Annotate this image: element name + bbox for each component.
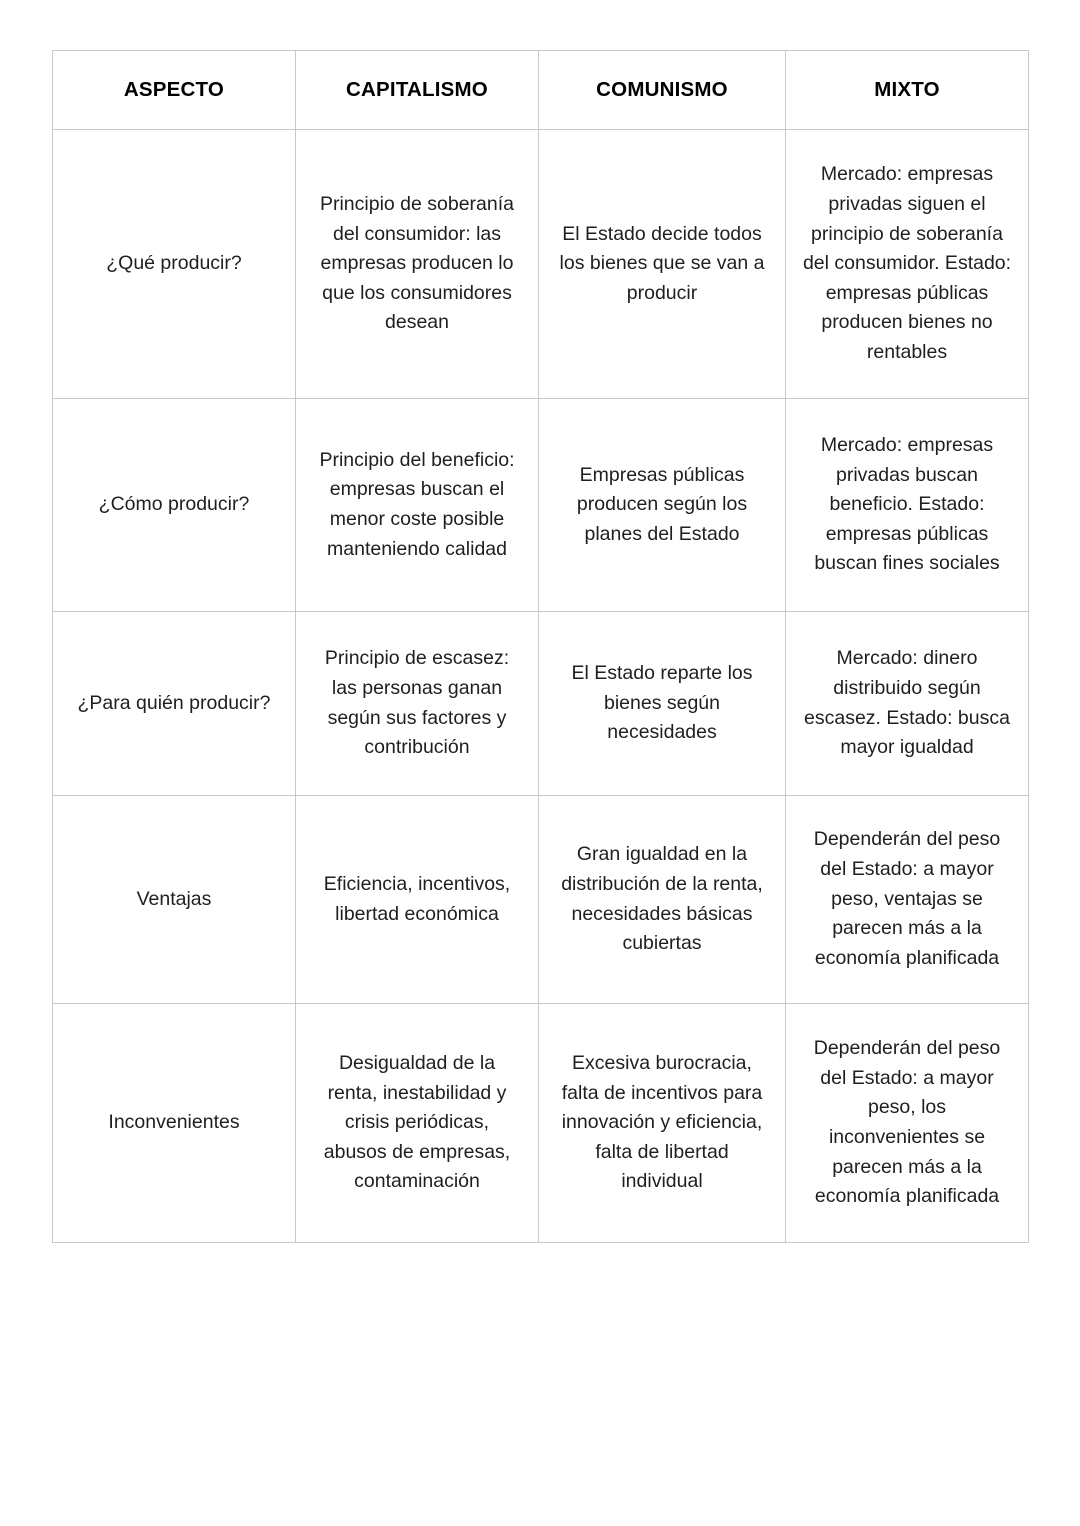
economic-systems-comparison-table: ASPECTO CAPITALISMO COMUNISMO MIXTO ¿Qué… <box>52 50 1029 1243</box>
column-header-comunismo: COMUNISMO <box>538 50 786 130</box>
cell-capitalismo: Principio de escasez: las personas ganan… <box>295 611 539 796</box>
cell-comunismo: El Estado reparte los bienes según neces… <box>538 611 786 796</box>
cell-capitalismo: Principio de soberanía del consumidor: l… <box>295 129 539 399</box>
cell-mixto: Mercado: empresas privadas siguen el pri… <box>785 129 1029 399</box>
table-row: Ventajas Eficiencia, incentivos, liberta… <box>52 795 1029 1004</box>
cell-aspecto: ¿Qué producir? <box>52 129 296 399</box>
table-row: ¿Qué producir? Principio de soberanía de… <box>52 129 1029 399</box>
column-header-mixto: MIXTO <box>785 50 1029 130</box>
cell-aspecto: Inconvenientes <box>52 1003 296 1243</box>
column-header-aspecto: ASPECTO <box>52 50 296 130</box>
table-header: ASPECTO CAPITALISMO COMUNISMO MIXTO <box>52 50 1029 130</box>
cell-capitalismo: Principio del beneficio: empresas buscan… <box>295 398 539 612</box>
cell-mixto: Dependerán del peso del Estado: a mayor … <box>785 1003 1029 1243</box>
table-row: ¿Cómo producir? Principio del beneficio:… <box>52 398 1029 612</box>
cell-aspecto: ¿Para quién producir? <box>52 611 296 796</box>
cell-mixto: Dependerán del peso del Estado: a mayor … <box>785 795 1029 1004</box>
table-row: ¿Para quién producir? Principio de escas… <box>52 611 1029 796</box>
cell-mixto: Mercado: empresas privadas buscan benefi… <box>785 398 1029 612</box>
table-header-row: ASPECTO CAPITALISMO COMUNISMO MIXTO <box>52 50 1029 130</box>
cell-comunismo: Excesiva burocracia, falta de incentivos… <box>538 1003 786 1243</box>
table-row: Inconvenientes Desigualdad de la renta, … <box>52 1003 1029 1243</box>
cell-mixto: Mercado: dinero distribuido según escase… <box>785 611 1029 796</box>
column-header-capitalismo: CAPITALISMO <box>295 50 539 130</box>
cell-capitalismo: Desigualdad de la renta, inestabilidad y… <box>295 1003 539 1243</box>
cell-aspecto: Ventajas <box>52 795 296 1004</box>
cell-aspecto: ¿Cómo producir? <box>52 398 296 612</box>
cell-capitalismo: Eficiencia, incentivos, libertad económi… <box>295 795 539 1004</box>
cell-comunismo: Gran igualdad en la distribución de la r… <box>538 795 786 1004</box>
table-body: ¿Qué producir? Principio de soberanía de… <box>52 129 1029 1243</box>
cell-comunismo: Empresas públicas producen según los pla… <box>538 398 786 612</box>
cell-comunismo: El Estado decide todos los bienes que se… <box>538 129 786 399</box>
